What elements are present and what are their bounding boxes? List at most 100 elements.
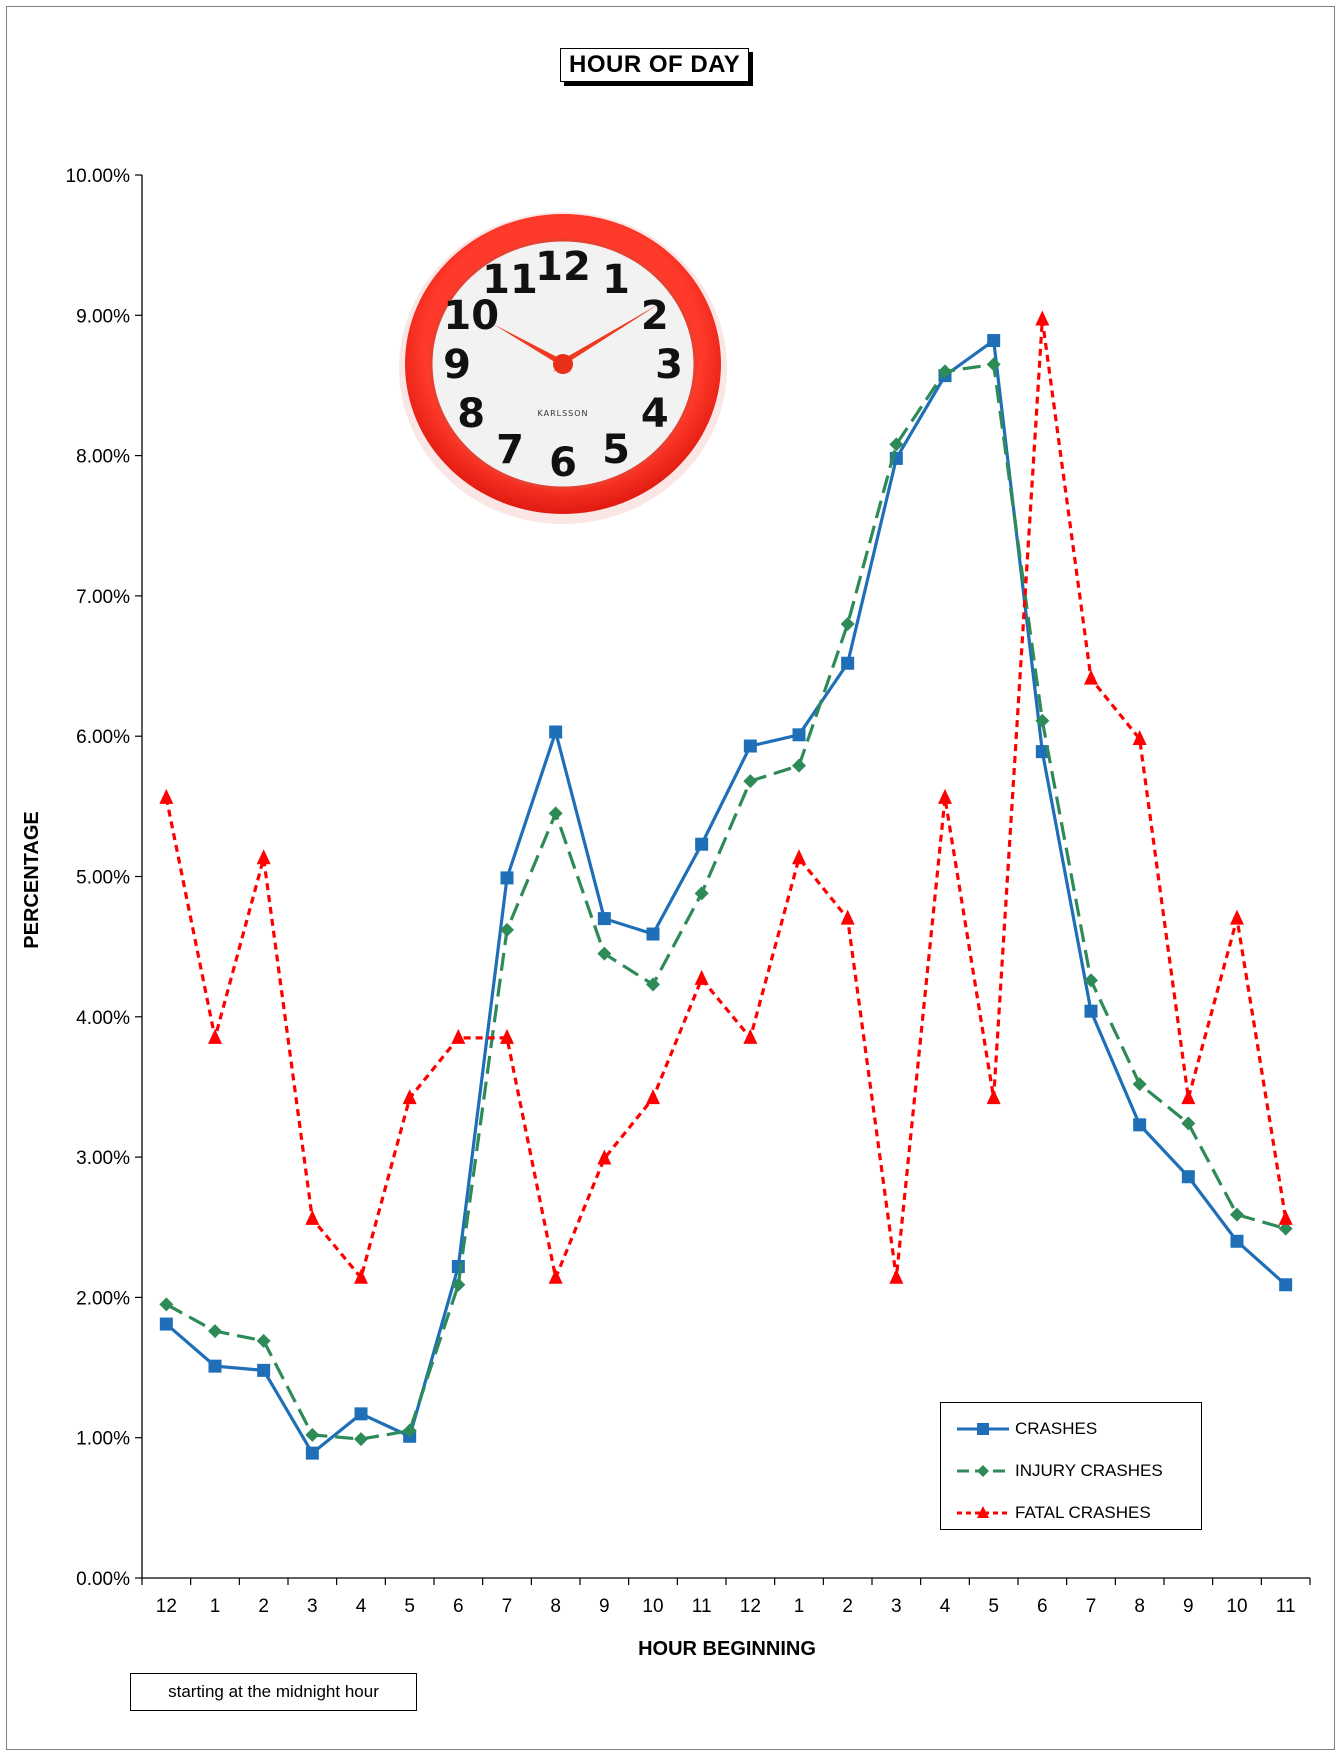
y-tick-label: 1.00%: [76, 1429, 130, 1450]
clock-hour-hand: [493, 324, 571, 372]
x-axis-label: HOUR BEGINNING: [638, 1638, 816, 1660]
y-tick-label: 5.00%: [76, 868, 130, 889]
series-crashes: [159, 334, 1293, 1460]
data-point: [840, 616, 855, 631]
x-tick-label: 8: [1134, 1596, 1145, 1617]
data-point: [548, 806, 563, 821]
data-point: [889, 1268, 904, 1284]
legend-label-injury-crashes: INJURY CRASHES: [1015, 1461, 1163, 1480]
data-point: [305, 1427, 320, 1442]
data-point: [938, 364, 952, 379]
x-tick-label: 1: [794, 1596, 805, 1617]
data-point: [1035, 713, 1050, 728]
x-tick-label: 9: [599, 1596, 610, 1617]
data-point: [646, 977, 660, 992]
data-point: [500, 922, 514, 937]
data-point: [743, 739, 757, 753]
legend-marker-injury: [957, 1465, 1009, 1477]
series-fatal-crashes: [159, 310, 1293, 1284]
y-tick-label: 2.00%: [76, 1288, 130, 1309]
x-tick-label: 4: [356, 1596, 367, 1617]
data-point: [305, 1446, 319, 1460]
legend-label-fatal-crashes: FATAL CRASHES: [1015, 1503, 1151, 1522]
data-point: [646, 1089, 660, 1105]
data-point: [257, 1363, 271, 1377]
data-point: [792, 849, 806, 865]
x-tick-label: 10: [1226, 1596, 1247, 1617]
data-point: [305, 1209, 320, 1225]
x-tick-label: 7: [502, 1596, 513, 1617]
clock-numeral: 11: [482, 257, 538, 303]
data-point: [1035, 745, 1049, 759]
x-tick-label: 12: [156, 1596, 177, 1617]
data-point: [1279, 1278, 1293, 1292]
data-point: [1084, 1004, 1098, 1018]
data-point: [256, 849, 271, 865]
clock-numeral: 4: [641, 391, 669, 437]
x-tick-label: 8: [550, 1596, 561, 1617]
series-line: [164, 317, 1288, 1280]
x-tick-label: 12: [740, 1596, 761, 1617]
data-point: [1181, 1170, 1195, 1184]
data-point: [1084, 669, 1098, 685]
data-point: [208, 1359, 222, 1373]
data-point: [159, 1317, 173, 1331]
data-point: [256, 1333, 271, 1348]
x-tick-label: 7: [1086, 1596, 1097, 1617]
clock-numeral: 1: [602, 257, 630, 303]
data-point: [938, 788, 952, 804]
y-tick-label: 6.00%: [76, 727, 130, 748]
clock-numeral: 3: [655, 342, 683, 388]
data-point: [548, 1268, 563, 1284]
clock-numeral: 8: [457, 391, 485, 437]
data-point: [1084, 973, 1098, 988]
x-tick-label: 2: [258, 1596, 269, 1617]
x-tick-label: 11: [1276, 1596, 1296, 1617]
data-point: [354, 1268, 368, 1284]
legend-marker-fatal: [957, 1506, 1009, 1518]
legend: CRASHES INJURY CRASHES FATAL CRASHES: [940, 1402, 1202, 1530]
x-tick-label: 3: [307, 1596, 318, 1617]
clock-numeral: 10: [443, 293, 499, 339]
data-point: [208, 1028, 222, 1044]
legend-item-crashes: CRASHES: [955, 1417, 1097, 1441]
data-point: [597, 1149, 612, 1165]
data-point: [1230, 909, 1244, 925]
data-point: [402, 1089, 417, 1105]
data-point: [354, 1432, 368, 1447]
data-point: [1278, 1209, 1293, 1225]
clock-minute-hand: [553, 304, 659, 372]
data-point: [889, 437, 904, 452]
data-point: [1181, 1089, 1196, 1105]
data-point: [500, 871, 514, 885]
data-point: [451, 1277, 466, 1292]
data-point: [792, 728, 806, 742]
y-axis-label: PERCENTAGE: [21, 811, 43, 948]
x-tick-label: 6: [1037, 1596, 1048, 1617]
data-point: [646, 927, 660, 941]
x-tick-label: 11: [692, 1596, 712, 1617]
series-injury-crashes: [159, 357, 1293, 1447]
x-tick-label: 9: [1183, 1596, 1194, 1617]
y-tick-label: 7.00%: [76, 587, 130, 608]
series-layer: [159, 310, 1293, 1460]
data-point: [159, 788, 174, 804]
data-point: [694, 886, 709, 901]
x-tick-label: 4: [940, 1596, 951, 1617]
clock-numeral: 7: [496, 427, 524, 473]
x-tick-label: 1: [210, 1596, 221, 1617]
y-tick-label: 10.00%: [66, 166, 131, 187]
data-point: [451, 1260, 465, 1274]
chart-frame: [6, 6, 1335, 1750]
data-point: [840, 909, 855, 925]
clock-numeral: 2: [641, 293, 669, 339]
data-point: [159, 1297, 174, 1312]
data-point: [500, 1028, 514, 1044]
data-point: [451, 1028, 466, 1044]
series-line: [165, 362, 1287, 1441]
data-point: [597, 946, 612, 961]
data-point: [694, 969, 709, 985]
data-point: [1035, 310, 1050, 326]
